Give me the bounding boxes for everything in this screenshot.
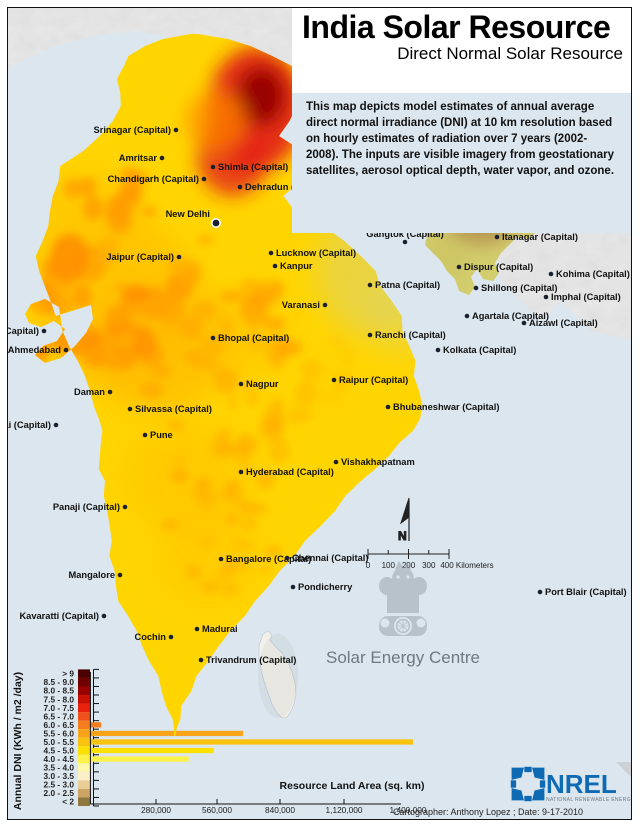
svg-text:Ahmedabad: Ahmedabad <box>8 345 62 355</box>
svg-text:Kolkata (Capital): Kolkata (Capital) <box>443 345 516 355</box>
svg-text:Shimla (Capital): Shimla (Capital) <box>218 162 288 172</box>
svg-text:Shillong (Capital): Shillong (Capital) <box>481 283 557 293</box>
svg-text:Cochin: Cochin <box>134 632 166 642</box>
svg-text:Port Blair (Capital): Port Blair (Capital) <box>545 587 627 597</box>
svg-text:Pondicherry: Pondicherry <box>298 582 353 592</box>
svg-text:Bhubaneshwar (Capital): Bhubaneshwar (Capital) <box>393 402 499 412</box>
svg-text:Daman: Daman <box>74 387 105 397</box>
svg-text:Kanpur: Kanpur <box>280 261 313 271</box>
svg-text:NATIONAL RENEWABLE ENERGY LABO: NATIONAL RENEWABLE ENERGY LABORATORY <box>546 797 632 803</box>
svg-text:Gandhinagar (Capital): Gandhinagar (Capital) <box>7 326 39 336</box>
svg-text:Trivandrum (Capital): Trivandrum (Capital) <box>206 655 296 665</box>
svg-text:< 2: < 2 <box>62 797 74 807</box>
svg-text:Nagpur: Nagpur <box>246 379 279 389</box>
svg-text:100: 100 <box>382 561 396 570</box>
svg-text:Patna (Capital): Patna (Capital) <box>375 280 440 290</box>
svg-text:300: 300 <box>422 561 436 570</box>
svg-text:Solar Energy Centre: Solar Energy Centre <box>326 648 480 667</box>
svg-text:Resource Land Area (sq. km): Resource Land Area (sq. km) <box>280 780 425 792</box>
svg-text:N: N <box>398 529 407 543</box>
svg-text:Panaji (Capital): Panaji (Capital) <box>53 502 120 512</box>
svg-text:Itanagar (Capital): Itanagar (Capital) <box>502 232 578 242</box>
svg-text:Ranchi (Capital): Ranchi (Capital) <box>375 330 446 340</box>
svg-text:Jaipur (Capital): Jaipur (Capital) <box>106 252 174 262</box>
svg-text:280,000: 280,000 <box>141 805 171 815</box>
svg-text:Madurai: Madurai <box>202 624 238 634</box>
svg-text:560,000: 560,000 <box>202 805 232 815</box>
svg-text:1,120,000: 1,120,000 <box>326 805 363 815</box>
svg-text:NREL: NREL <box>546 769 617 799</box>
svg-text:Pune: Pune <box>150 430 173 440</box>
svg-text:Kohima (Capital): Kohima (Capital) <box>556 269 630 279</box>
svg-text:Hyderabad (Capital): Hyderabad (Capital) <box>246 467 334 477</box>
svg-text:Aizawl (Capital): Aizawl (Capital) <box>529 318 598 328</box>
svg-text:Lucknow (Capital): Lucknow (Capital) <box>276 248 356 258</box>
svg-text:Bhopal (Capital): Bhopal (Capital) <box>218 333 289 343</box>
svg-text:Mangalore: Mangalore <box>69 570 116 580</box>
svg-text:Dispur (Capital): Dispur (Capital) <box>464 262 533 272</box>
svg-text:840,000: 840,000 <box>265 805 295 815</box>
svg-text:New Delhi: New Delhi <box>166 209 210 219</box>
svg-text:Srinagar (Capital): Srinagar (Capital) <box>94 125 172 135</box>
svg-text:Varanasi: Varanasi <box>282 300 320 310</box>
svg-text:Imphal (Capital): Imphal (Capital) <box>551 292 621 302</box>
svg-text:Vishakhapatnam: Vishakhapatnam <box>341 457 415 467</box>
svg-text:Mumbai (Capital): Mumbai (Capital) <box>7 420 51 430</box>
svg-text:Silvassa (Capital): Silvassa (Capital) <box>135 404 212 414</box>
svg-text:Chennai (Capital): Chennai (Capital) <box>292 553 368 563</box>
svg-text:Raipur (Capital): Raipur (Capital) <box>339 375 408 385</box>
svg-text:Annual DNI (KWh / m2 /day): Annual DNI (KWh / m2 /day) <box>12 672 24 810</box>
svg-text:Chandigarh (Capital): Chandigarh (Capital) <box>108 174 199 184</box>
svg-text:400 Kilometers: 400 Kilometers <box>440 561 493 570</box>
svg-text:Kavaratti (Capital): Kavaratti (Capital) <box>19 611 99 621</box>
svg-text:Amritsar: Amritsar <box>119 153 158 163</box>
svg-text:Cartographer: Anthony Lopez ;: Cartographer: Anthony Lopez ; Date: 9-17… <box>393 807 583 817</box>
